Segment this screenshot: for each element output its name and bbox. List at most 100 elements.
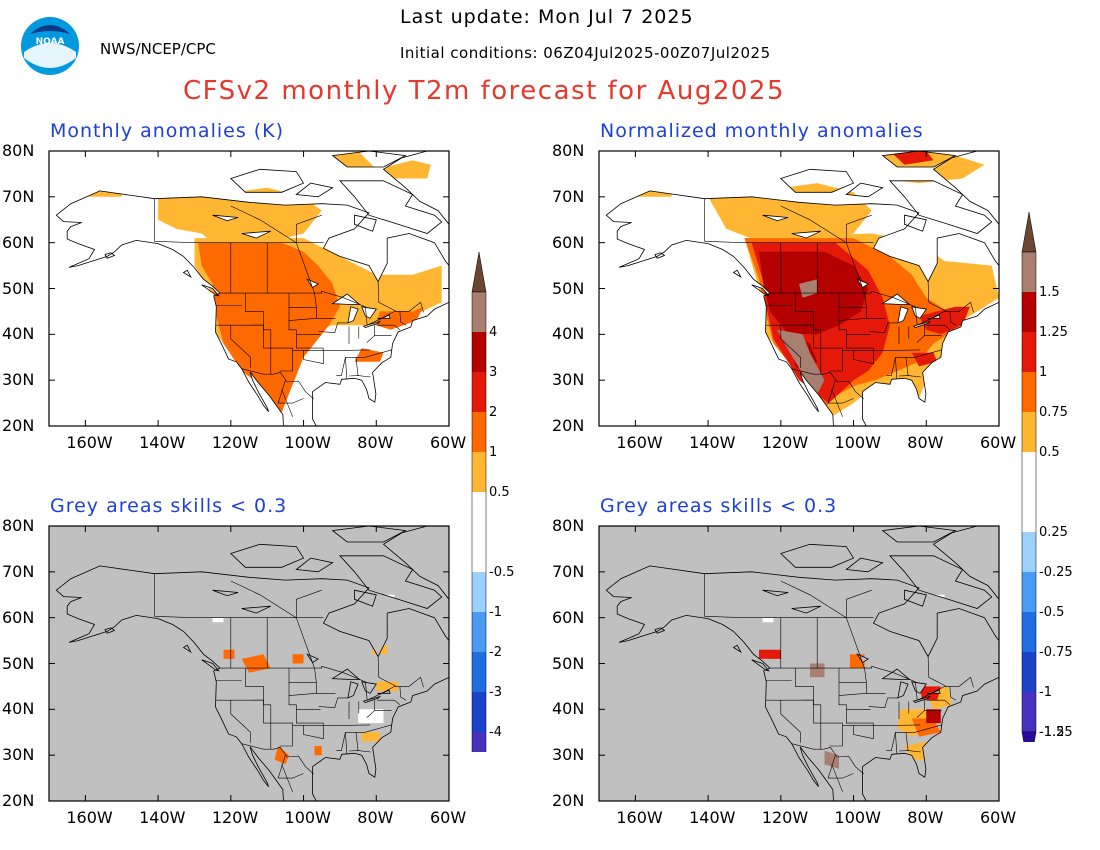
colorbar-label: 0.5 bbox=[1039, 445, 1060, 460]
panel-title-skill-right: Grey areas skills < 0.3 bbox=[600, 495, 838, 517]
colorbar-label: -0.75 bbox=[1039, 645, 1073, 660]
anomaly-region bbox=[759, 649, 781, 659]
lat-tick-label: 70N bbox=[2, 186, 35, 206]
lon-tick-label: 100W bbox=[834, 433, 881, 452]
lat-tick-label: 30N bbox=[552, 745, 585, 765]
anomaly-region bbox=[824, 750, 839, 769]
anomaly-region bbox=[354, 348, 384, 362]
lon-tick-label: 160W bbox=[66, 808, 113, 827]
anomaly-region bbox=[926, 709, 941, 724]
lon-tick-label: 60W bbox=[430, 808, 467, 827]
colorbar-segment bbox=[1022, 372, 1036, 412]
page-title: CFSv2 monthly T2m forecast for Aug2025 bbox=[183, 76, 785, 106]
coastlines bbox=[605, 526, 999, 801]
lon-tick-label: 80W bbox=[357, 808, 394, 827]
anomaly-region bbox=[777, 329, 825, 394]
lat-tick-label: 60N bbox=[2, 607, 35, 627]
lon-tick-label: 100W bbox=[834, 808, 881, 827]
lon-tick-label: 160W bbox=[616, 433, 663, 452]
colorbar-segment bbox=[1022, 452, 1036, 532]
lat-tick-label: 40N bbox=[2, 324, 35, 344]
lat-tick-label: 60N bbox=[552, 232, 585, 252]
coastlines bbox=[605, 151, 999, 426]
lon-tick-label: 140W bbox=[689, 433, 736, 452]
panel-title-normalized: Normalized monthly anomalies bbox=[600, 120, 924, 142]
colorbar-label: -2 bbox=[489, 645, 502, 660]
lat-tick-label: 40N bbox=[552, 699, 585, 719]
panel-title-skill-left: Grey areas skills < 0.3 bbox=[50, 495, 288, 517]
lat-tick-label: 80N bbox=[552, 141, 585, 160]
lat-tick-label: 20N bbox=[2, 416, 35, 435]
colorbar-normalized: 1.5 1.25 1 0.75 0.5 0.25 -0.25 -0.5 -0.75 -1 -1.25… bbox=[1021, 212, 1073, 742]
colorbar-segment bbox=[1022, 412, 1036, 452]
lat-tick-label: 80N bbox=[2, 141, 35, 160]
lon-tick-label: 80W bbox=[357, 433, 394, 452]
colorbar-segment bbox=[1022, 332, 1036, 372]
anomaly-region bbox=[376, 306, 424, 330]
colorbar-segment bbox=[472, 452, 486, 492]
noaa-logo-icon: NOAA bbox=[21, 17, 79, 75]
lon-tick-label: 120W bbox=[211, 808, 259, 827]
map-background bbox=[599, 526, 999, 801]
colorbar-segment bbox=[1022, 532, 1036, 572]
colorbar-anomalies: 4 3 2 1 0.5 -0.5 -1 -2 -3 -4 bbox=[471, 252, 514, 752]
lat-tick-label: 30N bbox=[552, 370, 585, 390]
colorbar-arrow-bottom bbox=[1021, 731, 1037, 742]
colorbar-label: 2 bbox=[489, 405, 497, 420]
lon-tick-label: 160W bbox=[616, 808, 663, 827]
colorbar-segment bbox=[472, 732, 486, 752]
colorbar-segment bbox=[1022, 652, 1036, 692]
initial-conditions-label: Initial conditions: 06Z04Jul2025-00Z07Ju… bbox=[400, 44, 771, 62]
colorbar-segment bbox=[472, 692, 486, 732]
anomaly-fill bbox=[624, 151, 999, 417]
lat-tick-label: 50N bbox=[2, 278, 35, 298]
lat-tick-label: 70N bbox=[552, 561, 585, 581]
colorbar-label: 1 bbox=[1039, 365, 1047, 380]
lat-tick-label: 80N bbox=[2, 516, 35, 535]
anomaly-region bbox=[809, 663, 825, 678]
lat-tick-label: 70N bbox=[552, 186, 585, 206]
colorbar-segment bbox=[472, 372, 486, 412]
colorbar-label: 4 bbox=[489, 325, 497, 340]
lat-tick-label: 20N bbox=[552, 791, 585, 810]
map-normalized bbox=[598, 150, 1000, 427]
lon-tick-label: 80W bbox=[907, 433, 944, 452]
coastlines bbox=[55, 526, 449, 801]
colorbar-label: -0.5 bbox=[489, 565, 514, 580]
colorbar-label: -1.25 bbox=[1039, 725, 1073, 740]
anomaly-region bbox=[274, 746, 289, 765]
anomaly-region bbox=[223, 649, 235, 659]
lon-tick-label: 140W bbox=[689, 808, 736, 827]
lat-tick-label: 40N bbox=[552, 324, 585, 344]
anomaly-region bbox=[919, 306, 970, 335]
panel-title-anomalies: Monthly anomalies (K) bbox=[50, 120, 285, 142]
lon-tick-label: 60W bbox=[980, 808, 1017, 827]
lon-tick-label: 60W bbox=[980, 433, 1017, 452]
lat-tick-label: 50N bbox=[552, 278, 585, 298]
lat-tick-label: 60N bbox=[2, 232, 35, 252]
anomaly-region bbox=[376, 681, 399, 691]
lon-tick-label: 80W bbox=[907, 808, 944, 827]
org-label: NWS/NCEP/CPC bbox=[100, 40, 216, 58]
colorbar-label: 1 bbox=[489, 445, 497, 460]
lon-tick-label: 60W bbox=[430, 433, 467, 452]
lat-tick-label: 40N bbox=[2, 699, 35, 719]
colorbar-label: -1 bbox=[489, 605, 502, 620]
coastlines bbox=[55, 151, 449, 426]
lon-tick-label: 120W bbox=[761, 808, 809, 827]
colorbar-segment bbox=[1022, 252, 1036, 292]
colorbar-segment bbox=[472, 332, 486, 372]
lon-tick-label: 100W bbox=[284, 433, 331, 452]
anomaly-region bbox=[314, 746, 322, 756]
colorbar-segment bbox=[1022, 692, 1036, 732]
colorbar-segment bbox=[472, 572, 486, 612]
colorbar-label: -3 bbox=[489, 685, 502, 700]
colorbar-segment bbox=[1022, 612, 1036, 652]
colorbar-label: 0.25 bbox=[1039, 525, 1068, 540]
lat-tick-label: 70N bbox=[2, 561, 35, 581]
lon-tick-label: 100W bbox=[284, 808, 331, 827]
colorbar-label: 3 bbox=[489, 365, 497, 380]
map-anomalies bbox=[48, 150, 450, 427]
lat-tick-label: 30N bbox=[2, 745, 35, 765]
lat-tick-label: 50N bbox=[552, 653, 585, 673]
